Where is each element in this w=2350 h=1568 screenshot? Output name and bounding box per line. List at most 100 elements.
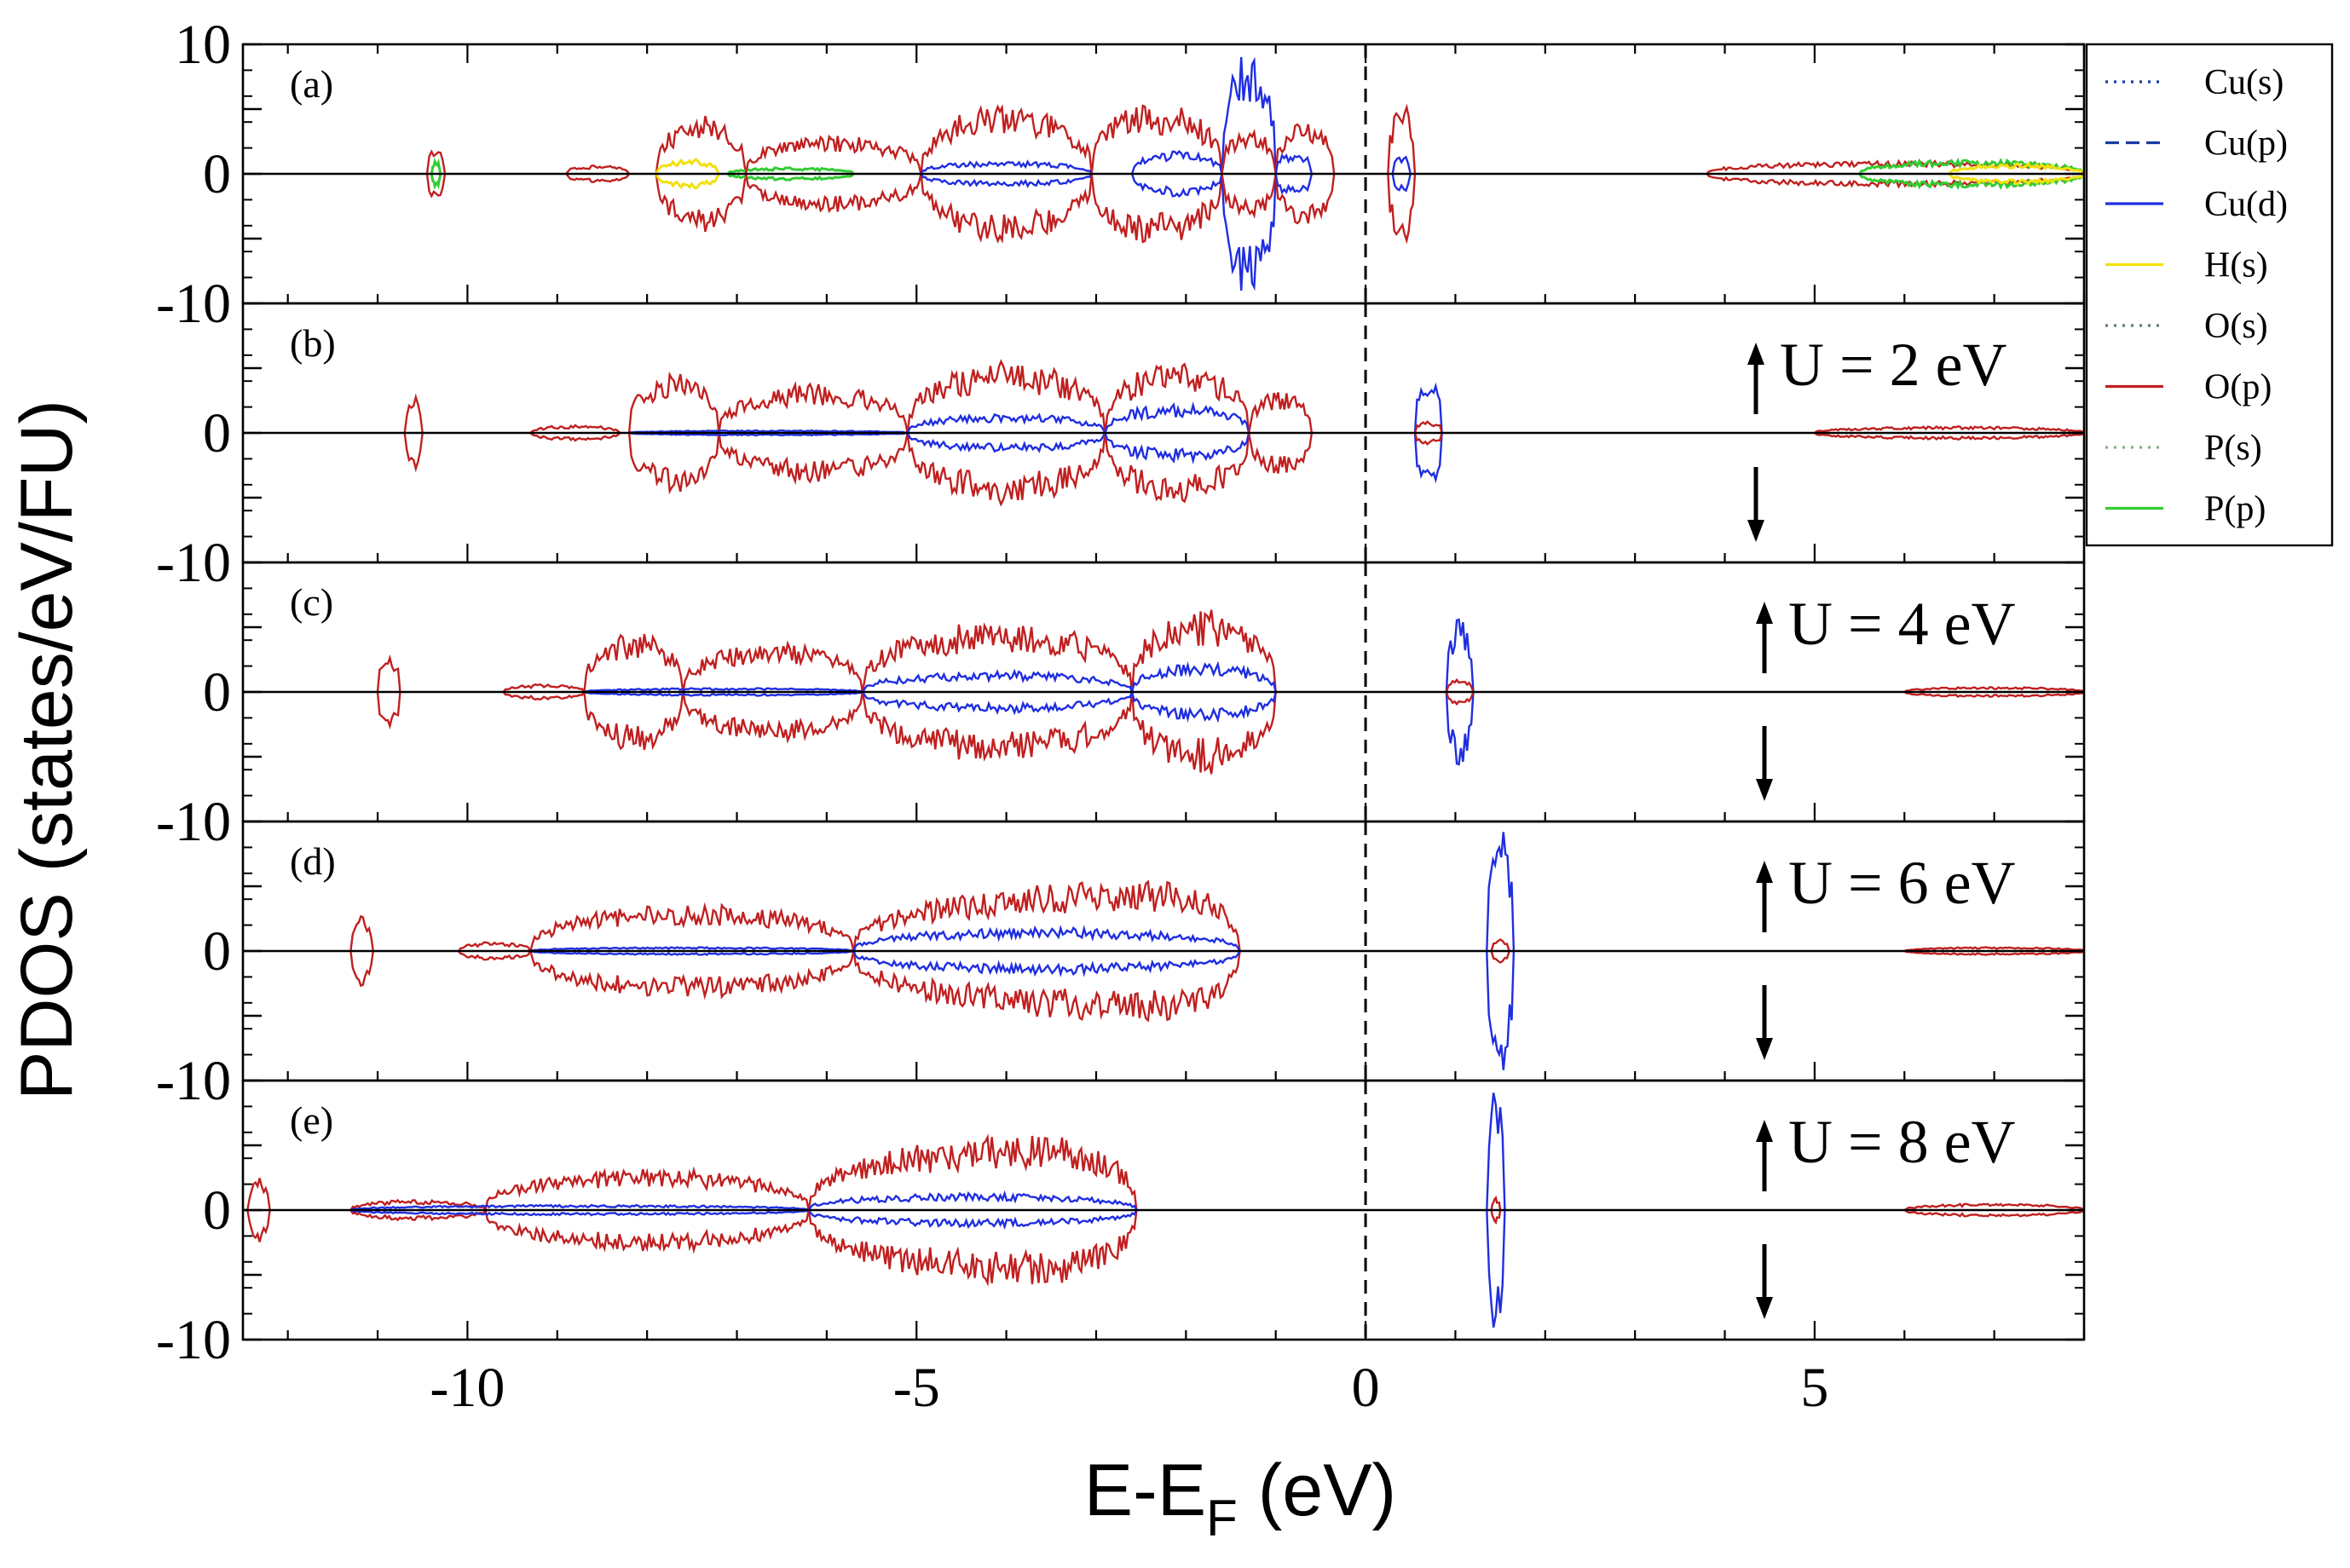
spin-down-arrow-head [1756,1297,1773,1319]
series-op-up [457,941,532,952]
y-tick-label: 0 [203,920,231,983]
y-tick-label: -10 [156,1309,231,1371]
series-cud-down [529,949,854,956]
series-op-down [529,432,621,442]
series-cud-up [628,429,908,435]
panel-label: (a) [290,62,333,106]
y-tick-label: -10 [156,1050,231,1112]
series-cud-down [1221,173,1277,291]
series-op-down [852,950,1241,1023]
series-cud-up [807,1190,1138,1211]
series-cud-up [920,159,1093,175]
x-axis-label-unit: (eV) [1238,1450,1396,1531]
series-op-up [1490,1196,1502,1211]
series-op-up [529,424,621,434]
series-pp-down [430,173,442,190]
series-op-down [1221,173,1277,219]
series-op-down [1490,1209,1502,1225]
series-hs-up [655,158,720,175]
series-cud-down [584,690,863,697]
panel-label: (b) [290,321,336,365]
series-op-up [1090,104,1223,175]
series-hs-down [655,173,720,190]
series-op-up [349,914,374,952]
series-op-down [655,173,748,233]
spin-down-arrow-head [1756,779,1773,801]
series-op-up [718,380,909,434]
series-cud-up [584,687,863,694]
series-op-down [1247,432,1314,474]
series-op-down [403,432,424,473]
spin-up-arrow-head [1756,861,1773,883]
series-pp-up [430,158,442,175]
series-op-down [349,950,374,988]
series-op-up [906,359,1106,434]
y-tick-label: -10 [156,791,231,853]
y-tick-label: -10 [156,791,231,853]
x-tick-label: -5 [893,1357,940,1419]
series-cud-down [1391,173,1412,193]
series-cud-down [1486,950,1516,1070]
legend: Cu(s) Cu(p) Cu(d) H(s) O(s) O(p) P(s) P(p) [2085,43,2334,547]
series-cud-down [349,1208,810,1217]
series-cud-down [1486,1209,1506,1328]
y-tick-label: -10 [156,532,231,594]
series-cud-up [1104,401,1250,434]
series-pp-up [726,166,855,176]
series-cud-up [852,925,1241,952]
legend-label-cup: Cu(p) [2204,124,2288,164]
legend-label-op: O(p) [2204,368,2272,407]
panel-a: 10 0 -10 (a) [156,14,2086,335]
spin-up-arrow-head [1747,343,1764,365]
series-op-up [1903,946,2085,953]
series-op-down [484,1209,810,1254]
series-op-up [349,1198,487,1211]
series-op-up [627,371,720,434]
legend-frame [2085,43,2334,547]
series-op-up [583,633,684,693]
plot-layer: 10 0 -10 (a) 0 -10 (b) U = 2 eV 0 -10 (c) U = 4 eV -… [156,14,2086,1419]
series-op-up [1247,392,1314,434]
legend-label-cud: Cu(d) [2204,185,2288,224]
series-cud-up [906,412,1106,434]
x-tick-label: 5 [1800,1357,1828,1419]
series-op-down [1104,432,1250,504]
series-pp-down [726,172,855,182]
series-op-down [1445,691,1475,706]
series-op-up [1387,103,1417,175]
series-op-up [744,134,922,175]
series-cud-up [1130,150,1223,175]
series-cud-down [807,1209,1138,1231]
series-op-up [1445,677,1475,693]
series-pp-down [1858,173,2086,191]
series-op-up [1903,686,2085,694]
series-op-down [682,691,864,744]
x-axis-label: E-EF (eV) [1084,1450,1396,1547]
series-op-up [807,1133,1138,1211]
series-op-down [906,432,1106,507]
y-tick-label: 10 [175,14,231,76]
series-cud-down [1130,691,1277,723]
u-value-label: U = 8 eV [1788,1108,2016,1176]
series-hs-down [1948,173,2086,187]
series-op-down [1903,1208,2085,1218]
series-cud-down [1445,691,1475,766]
series-op-down [1903,949,2085,956]
series-op-up [1274,123,1336,175]
series-cud-down [920,173,1093,188]
u-value-label: U = 4 eV [1788,590,2016,658]
series-op-up [852,879,1241,952]
series-op-up [1104,362,1250,434]
series-op-up [655,115,748,175]
series-cud-up [861,668,1134,693]
series-cud-down [1130,173,1223,198]
series-op-up [1130,609,1277,693]
series-op-up [502,683,586,693]
y-tick-label: 0 [203,143,231,205]
series-op-up [403,393,424,434]
series-cud-up [1130,660,1277,693]
x-tick-label: -10 [430,1357,505,1419]
series-op-up [246,1178,271,1211]
y-axis-label: PDOS (states/eV/FU) [6,400,88,1100]
x-tick-label: 0 [1352,1357,1380,1419]
